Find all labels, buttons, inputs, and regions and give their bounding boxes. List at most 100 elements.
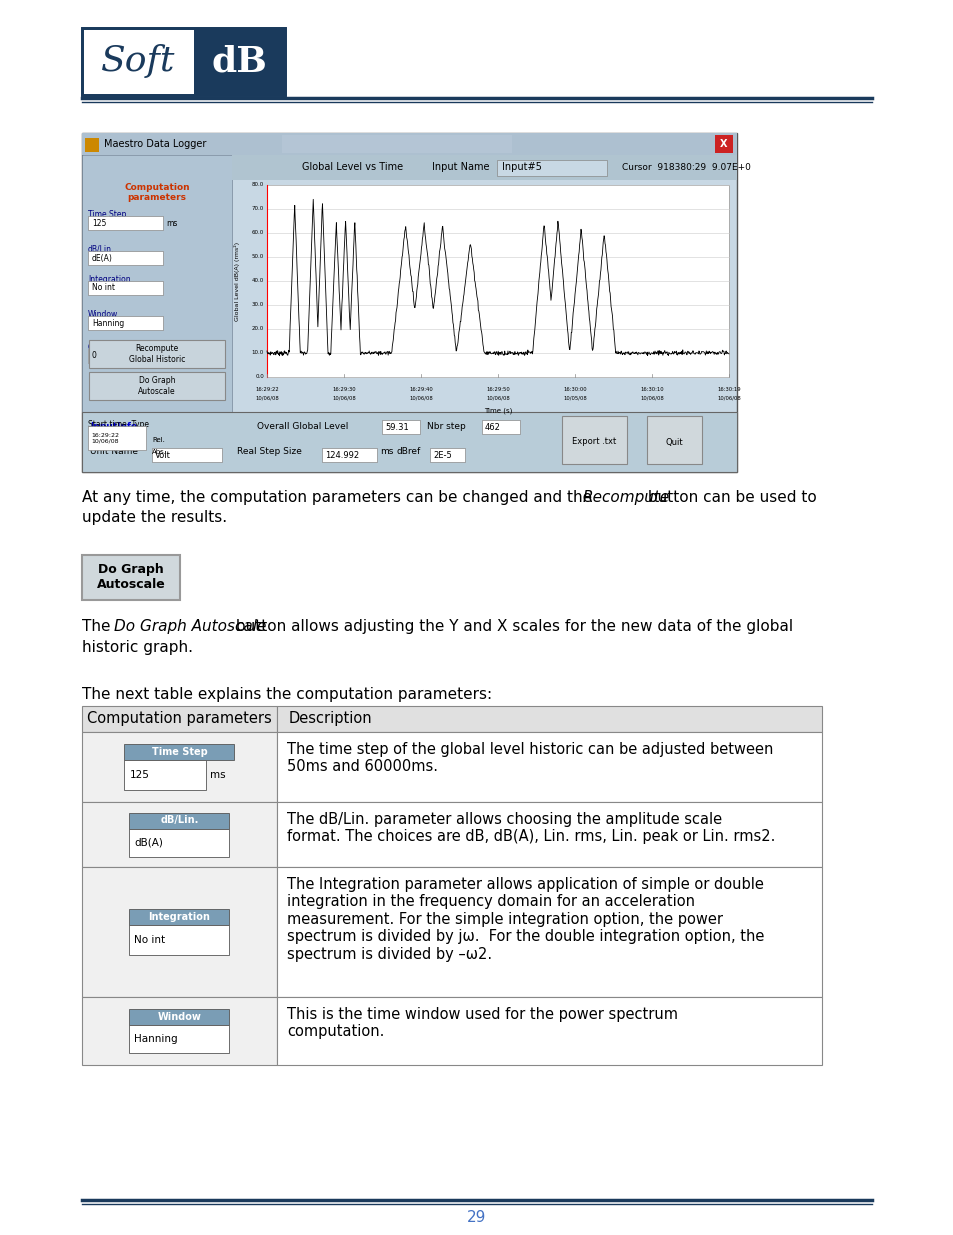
- Bar: [82, 412, 737, 472]
- Text: Global Level dB(A) (rms²): Global Level dB(A) (rms²): [233, 241, 240, 321]
- Text: 40.0: 40.0: [252, 279, 264, 284]
- Bar: [82, 867, 276, 997]
- Bar: [381, 420, 419, 433]
- Bar: [646, 416, 701, 464]
- Text: Computation parameters: Computation parameters: [87, 711, 272, 726]
- Text: Abs.: Abs.: [152, 450, 167, 454]
- Text: Maestro Data Logger: Maestro Data Logger: [104, 140, 206, 149]
- Bar: [276, 802, 821, 867]
- Text: 16:30:19: 16:30:19: [717, 387, 740, 391]
- Bar: [82, 133, 737, 472]
- Text: The: The: [82, 619, 115, 634]
- Text: The Integration parameter allows application of simple or double
integration in : The Integration parameter allows applica…: [287, 877, 763, 962]
- Text: Do Graph
Autoscale: Do Graph Autoscale: [96, 563, 165, 592]
- Text: dB/Lin.: dB/Lin.: [88, 245, 114, 254]
- Text: 0: 0: [91, 352, 97, 361]
- Text: 50.0: 50.0: [252, 254, 264, 259]
- Text: dE(A): dE(A): [91, 253, 112, 263]
- Text: Window: Window: [88, 310, 118, 319]
- Bar: [276, 706, 821, 732]
- Bar: [125, 743, 234, 760]
- Bar: [82, 28, 285, 95]
- Text: 10/06/08: 10/06/08: [486, 395, 509, 400]
- Bar: [497, 159, 606, 175]
- Text: Recompute
Global Historic: Recompute Global Historic: [129, 345, 185, 363]
- Text: 16:29:40: 16:29:40: [409, 387, 433, 391]
- Text: 80.0: 80.0: [252, 183, 264, 188]
- Text: 16:30:00: 16:30:00: [562, 387, 586, 391]
- Text: 10/06/08: 10/06/08: [717, 395, 740, 400]
- Text: Hanning: Hanning: [91, 319, 124, 327]
- Text: dBref: dBref: [396, 447, 421, 456]
- Text: Description: Description: [289, 711, 373, 726]
- Text: 125: 125: [130, 769, 150, 781]
- Bar: [130, 1009, 230, 1025]
- Text: Unit Name: Unit Name: [90, 447, 138, 456]
- Bar: [430, 448, 464, 462]
- Text: 30.0: 30.0: [252, 303, 264, 308]
- Text: InputInfo: InputInfo: [90, 422, 137, 431]
- Text: 20.0: 20.0: [252, 326, 264, 331]
- Text: 59.31: 59.31: [385, 422, 408, 431]
- Text: Nbr step: Nbr step: [427, 422, 465, 431]
- Text: Input#5: Input#5: [501, 163, 541, 173]
- Bar: [130, 813, 230, 829]
- Text: No int: No int: [134, 935, 166, 945]
- Text: 29: 29: [467, 1210, 486, 1225]
- Text: Do Graph
Autoscale: Do Graph Autoscale: [138, 377, 175, 395]
- Text: 125: 125: [91, 219, 107, 227]
- Text: dB/Lin.: dB/Lin.: [160, 815, 198, 825]
- Bar: [276, 732, 821, 802]
- Text: Start time  Type: Start time Type: [88, 420, 149, 429]
- Text: 10.0: 10.0: [252, 351, 264, 356]
- Bar: [82, 133, 737, 156]
- Text: Overall Global Level: Overall Global Level: [256, 422, 348, 431]
- Bar: [82, 706, 276, 732]
- Text: 10/06/08: 10/06/08: [254, 395, 278, 400]
- Text: button allows adjusting the Y and X scales for the new data of the global: button allows adjusting the Y and X scal…: [231, 619, 792, 634]
- Bar: [82, 802, 276, 867]
- Bar: [82, 555, 180, 600]
- Text: Time Step: Time Step: [152, 747, 207, 757]
- Text: 462: 462: [484, 422, 500, 431]
- Text: button can be used to: button can be used to: [642, 490, 816, 505]
- Bar: [82, 997, 276, 1065]
- Text: At any time, the computation parameters can be changed and the: At any time, the computation parameters …: [82, 490, 597, 505]
- Text: X: X: [720, 140, 727, 149]
- Bar: [89, 340, 225, 368]
- Text: This is the time window used for the power spectrum
computation.: This is the time window used for the pow…: [287, 1007, 678, 1040]
- Bar: [125, 760, 206, 790]
- Bar: [82, 732, 276, 802]
- Text: Soft: Soft: [100, 44, 174, 79]
- Text: The next table explains the computation parameters:: The next table explains the computation …: [82, 687, 492, 701]
- Text: 70.0: 70.0: [252, 206, 264, 211]
- Text: Quit: Quit: [665, 437, 682, 447]
- Text: 60.0: 60.0: [252, 231, 264, 236]
- Text: Time (s): Time (s): [483, 408, 512, 414]
- Text: 10/06/08: 10/06/08: [409, 395, 433, 400]
- Text: The dB/Lin. parameter allows choosing the amplitude scale
format. The choices ar: The dB/Lin. parameter allows choosing th…: [287, 811, 775, 845]
- Text: 10/06/08: 10/06/08: [332, 395, 355, 400]
- Bar: [152, 448, 222, 462]
- Text: 0.0: 0.0: [255, 374, 264, 379]
- Text: ms: ms: [379, 447, 393, 456]
- Bar: [88, 216, 163, 230]
- Bar: [88, 282, 163, 295]
- Bar: [322, 448, 376, 462]
- Text: 10/05/08: 10/05/08: [562, 395, 586, 400]
- Text: ms: ms: [166, 219, 177, 227]
- Bar: [130, 829, 230, 857]
- Text: 16:29:22
10/06/08: 16:29:22 10/06/08: [91, 432, 119, 443]
- Bar: [88, 316, 163, 330]
- Bar: [130, 909, 230, 925]
- Bar: [481, 420, 519, 433]
- Text: dB: dB: [212, 44, 267, 79]
- Bar: [85, 138, 99, 152]
- Text: Do Graph Autoscale: Do Graph Autoscale: [113, 619, 266, 634]
- Text: No int: No int: [91, 284, 115, 293]
- Text: 16:29:22: 16:29:22: [254, 387, 278, 391]
- Text: 16:29:30: 16:29:30: [332, 387, 355, 391]
- Text: 124.992: 124.992: [325, 451, 358, 459]
- Text: Integration: Integration: [149, 911, 211, 923]
- Bar: [276, 867, 821, 997]
